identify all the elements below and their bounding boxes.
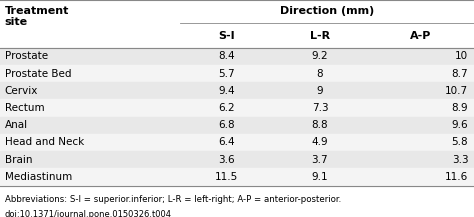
Text: Head and Neck: Head and Neck — [5, 138, 84, 148]
Text: 11.6: 11.6 — [445, 172, 468, 182]
Text: site: site — [5, 17, 28, 27]
Text: Abbreviations: S-I = superior.inferior; L-R = left-right; A-P = anterior-posteri: Abbreviations: S-I = superior.inferior; … — [5, 195, 341, 204]
Text: 8.8: 8.8 — [311, 120, 328, 130]
Text: A-P: A-P — [410, 31, 431, 41]
Bar — [0, 168, 474, 186]
Text: 5.7: 5.7 — [218, 69, 235, 79]
Text: 10.7: 10.7 — [445, 86, 468, 96]
Text: 5.8: 5.8 — [452, 138, 468, 148]
Text: 9.1: 9.1 — [311, 172, 328, 182]
Text: 9.2: 9.2 — [311, 51, 328, 61]
Text: 7.3: 7.3 — [311, 103, 328, 113]
Text: 6.8: 6.8 — [218, 120, 235, 130]
Text: Rectum: Rectum — [5, 103, 45, 113]
Text: L-R: L-R — [310, 31, 330, 41]
Bar — [0, 82, 474, 99]
Text: 6.4: 6.4 — [218, 138, 235, 148]
Text: 3.6: 3.6 — [218, 155, 235, 165]
Text: 8.7: 8.7 — [452, 69, 468, 79]
Text: 9: 9 — [317, 86, 323, 96]
Text: 4.9: 4.9 — [311, 138, 328, 148]
Text: 11.5: 11.5 — [215, 172, 238, 182]
Text: Prostate: Prostate — [5, 51, 48, 61]
Text: S-I: S-I — [218, 31, 235, 41]
Text: 6.2: 6.2 — [218, 103, 235, 113]
Text: Treatment: Treatment — [5, 6, 69, 16]
Bar — [0, 151, 474, 168]
Text: 3.7: 3.7 — [311, 155, 328, 165]
Text: 8: 8 — [317, 69, 323, 79]
Text: Cervix: Cervix — [5, 86, 38, 96]
Text: 3.3: 3.3 — [452, 155, 468, 165]
Bar — [0, 117, 474, 134]
Text: Mediastinum: Mediastinum — [5, 172, 72, 182]
Text: Brain: Brain — [5, 155, 32, 165]
Bar — [0, 48, 474, 65]
Text: 8.9: 8.9 — [452, 103, 468, 113]
Text: doi:10.1371/journal.pone.0150326.t004: doi:10.1371/journal.pone.0150326.t004 — [5, 210, 172, 217]
Text: 8.4: 8.4 — [218, 51, 235, 61]
Text: Anal: Anal — [5, 120, 28, 130]
Bar — [0, 99, 474, 117]
Text: 10: 10 — [455, 51, 468, 61]
Text: Direction (mm): Direction (mm) — [280, 6, 374, 16]
Text: 9.4: 9.4 — [218, 86, 235, 96]
Bar — [0, 65, 474, 82]
Bar — [0, 134, 474, 151]
Text: 9.6: 9.6 — [452, 120, 468, 130]
Text: Prostate Bed: Prostate Bed — [5, 69, 71, 79]
